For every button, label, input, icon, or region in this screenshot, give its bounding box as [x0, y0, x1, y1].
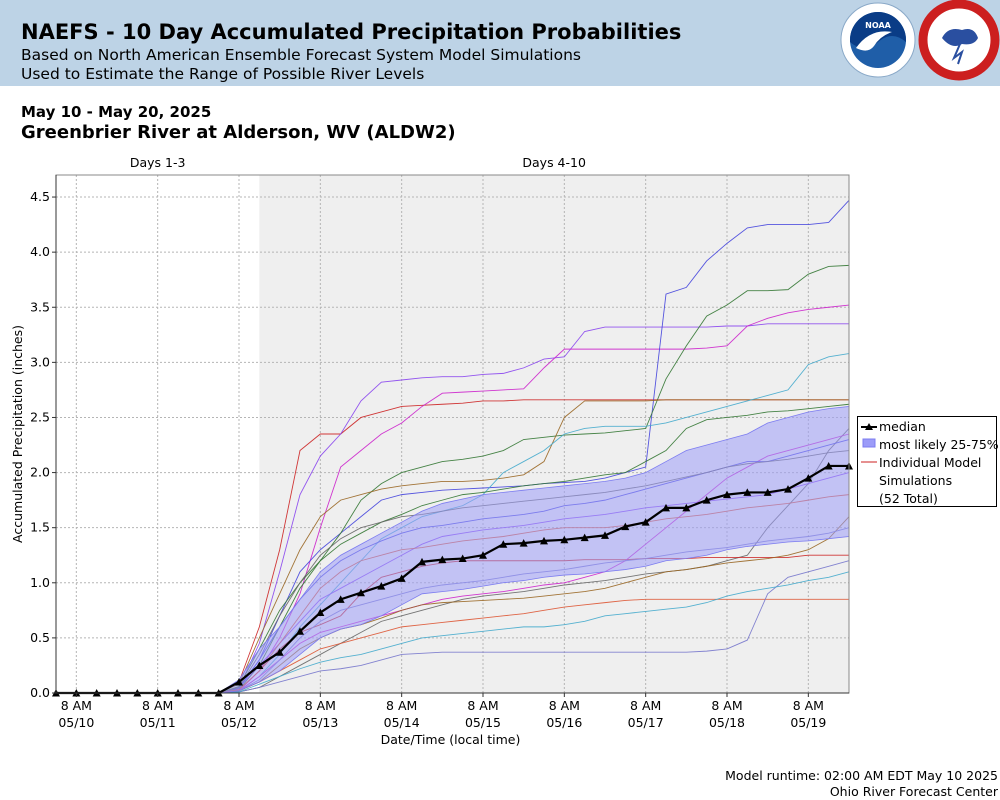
median-point: [743, 488, 752, 496]
x-tick-label-date: 05/13: [302, 715, 338, 730]
period-label: Days 4-10: [522, 155, 586, 170]
median-point: [540, 536, 548, 545]
legend-swatches: [861, 423, 877, 463]
median-point: [458, 554, 467, 563]
page-subtitle: Based on North American Ensemble Forecas…: [21, 46, 581, 64]
median-point: [560, 535, 569, 544]
legend-median-label: median: [879, 419, 926, 434]
median-point: [275, 648, 284, 656]
legend-band-swatch: [862, 438, 876, 448]
median-point: [377, 582, 386, 590]
legend-band-label: most likely 25-75%: [879, 437, 999, 452]
x-tick-label-time: 8 AM: [386, 698, 417, 713]
median-point: [784, 485, 792, 493]
legend-median-swatch: [861, 423, 877, 430]
median-point: [824, 461, 833, 470]
median-point: [397, 574, 406, 582]
y-tick-label: 1.5: [30, 520, 50, 535]
median-point: [255, 661, 264, 669]
y-tick-label: 0.0: [30, 685, 50, 700]
y-tick-label: 0.5: [30, 630, 50, 645]
median-point: [519, 539, 528, 547]
y-tick-label: 3.0: [30, 354, 50, 369]
median-point: [804, 474, 813, 482]
median-point: [499, 540, 508, 548]
page-subtitle-2: Used to Estimate the Range of Possible R…: [21, 65, 425, 83]
x-tick-label-time: 8 AM: [549, 698, 580, 713]
median-point: [438, 555, 447, 564]
member-line: [56, 323, 849, 694]
median-point: [702, 496, 711, 504]
x-axis-title: Date/Time (local time): [381, 732, 521, 747]
y-tick-label: 4.5: [30, 189, 50, 204]
y-tick-label: 2.0: [30, 465, 50, 480]
y-tick-label: 2.5: [30, 409, 50, 424]
noaa-logo-icon: NOAA: [840, 2, 916, 78]
station-name: Greenbrier River at Alderson, WV (ALDW2): [21, 122, 456, 143]
y-tick-label: 3.5: [30, 299, 50, 314]
period-shading: Days 1-3 Days 4-10: [130, 155, 849, 693]
x-tick-label-time: 8 AM: [711, 698, 742, 713]
x-tick-label-time: 8 AM: [223, 698, 254, 713]
x-tick-label-date: 05/16: [546, 715, 582, 730]
legend-members-label-2: Simulations: [879, 473, 953, 488]
page-title: NAEFS - 10 Day Accumulated Precipitation…: [21, 20, 682, 44]
x-tick-label-date: 05/18: [709, 715, 745, 730]
median-point: [723, 490, 731, 499]
header-banner: NAEFS - 10 Day Accumulated Precipitation…: [0, 0, 1000, 86]
x-tick-label-date: 05/14: [384, 715, 420, 730]
model-runtime: Model runtime: 02:00 AM EDT May 10 2025: [725, 768, 998, 783]
x-tick-label-time: 8 AM: [142, 698, 173, 713]
period-label: Days 1-3: [130, 155, 186, 170]
x-tick-label-date: 05/11: [140, 715, 176, 730]
x-tick-label-date: 05/17: [628, 715, 664, 730]
x-tick-label-time: 8 AM: [467, 698, 498, 713]
median-point: [621, 522, 630, 531]
median-point: [641, 518, 650, 526]
y-tick-label: 1.0: [30, 575, 50, 590]
chart-axes: 0.0 0.5 1.0 1.5 2.0 2.5 3.0 3.5 4.0 4.5 8 AM 05/10 8…: [10, 174, 850, 747]
member-line: [56, 560, 850, 694]
x-tick-label-time: 8 AM: [793, 698, 824, 713]
national-weather-service-logo-icon: [918, 0, 1000, 81]
median-point: [235, 677, 243, 686]
median-point: [316, 608, 325, 617]
member-line: [56, 598, 849, 694]
legend-members-label-3: (52 Total): [879, 491, 938, 506]
member-line: [56, 264, 850, 694]
chart-legend: median most likely 25-75% Individual Mod…: [857, 416, 999, 507]
x-tick-label-date: 05/10: [58, 715, 94, 730]
median-point: [763, 488, 772, 496]
x-tick-label-time: 8 AM: [61, 698, 92, 713]
median-point: [296, 627, 304, 635]
median-point: [418, 557, 426, 566]
x-tick-label-time: 8 AM: [305, 698, 336, 713]
forecast-center: Ohio River Forecast Center: [829, 784, 998, 799]
median-point: [682, 503, 691, 512]
member-line: [56, 403, 850, 694]
forecast-date-range: May 10 - May 20, 2025: [21, 103, 212, 121]
x-tick-label-date: 05/19: [790, 715, 826, 730]
median-point: [601, 531, 609, 539]
member-line: [56, 304, 850, 694]
y-axis-title: Accumulated Precipitation (inches): [10, 325, 25, 543]
median-point: [336, 595, 345, 603]
x-tick-label-date: 05/15: [465, 715, 501, 730]
x-tick-label-time: 8 AM: [630, 698, 661, 713]
agency-logos: NOAA: [840, 0, 1000, 81]
member-line: [56, 399, 849, 694]
median-point: [479, 551, 487, 559]
member-line: [56, 571, 850, 694]
svg-text:NOAA: NOAA: [865, 21, 891, 30]
median-point: [357, 588, 365, 597]
x-tick-label-date: 05/12: [221, 715, 257, 730]
median-point: [580, 533, 589, 542]
legend-members-label-1: Individual Model: [879, 455, 982, 470]
y-tick-label: 4.0: [30, 244, 50, 259]
median-point: [662, 503, 670, 512]
